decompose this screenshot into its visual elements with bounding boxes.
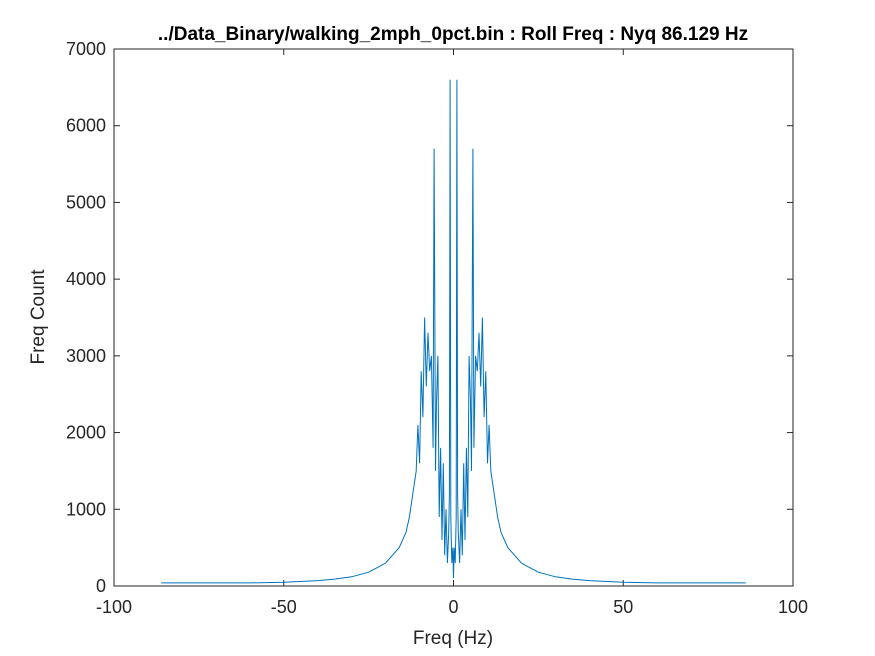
x-axis-label: Freq (Hz) xyxy=(413,628,493,649)
y-axis-label: Freq Count xyxy=(28,269,49,365)
y-tick-label: 0 xyxy=(96,576,106,596)
y-tick-label: 7000 xyxy=(66,39,106,59)
x-tick-label: -50 xyxy=(271,597,297,617)
y-tick-label: 1000 xyxy=(66,499,106,519)
x-tick-label: 50 xyxy=(613,597,633,617)
y-tick-label: 2000 xyxy=(66,423,106,443)
y-axis: 0 1000 2000 3000 4000 5000 6000 7000 xyxy=(66,39,793,596)
y-tick-label: 5000 xyxy=(66,192,106,212)
plot-area: -100 -50 0 50 100 0 1000 2000 3000 4000 5000 6000 7… xyxy=(66,39,808,617)
chart-title: ../Data_Binary/walking_2mph_0pct.bin : R… xyxy=(158,24,748,45)
y-tick-label: 4000 xyxy=(66,269,106,289)
y-tick-label: 3000 xyxy=(66,346,106,366)
x-axis: -100 -50 0 50 100 xyxy=(96,49,808,617)
x-tick-label: 0 xyxy=(448,597,458,617)
y-tick-label: 6000 xyxy=(66,116,106,136)
axes-box xyxy=(113,48,794,587)
spectrum-line xyxy=(161,79,746,584)
x-tick-label: -100 xyxy=(96,597,132,617)
x-tick-label: 100 xyxy=(778,597,808,617)
